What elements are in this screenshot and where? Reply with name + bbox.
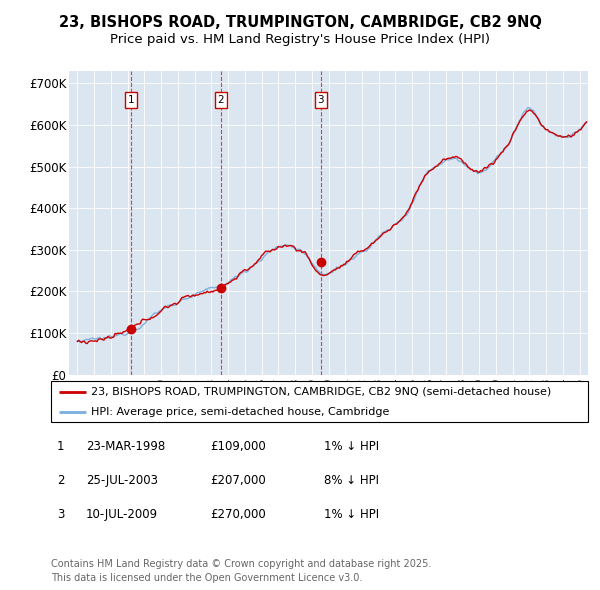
Text: £270,000: £270,000 [210,508,266,521]
Text: 2: 2 [57,474,65,487]
Text: £109,000: £109,000 [210,440,266,453]
Text: £207,000: £207,000 [210,474,266,487]
FancyBboxPatch shape [51,381,588,422]
Text: 1: 1 [57,440,65,453]
Text: 8% ↓ HPI: 8% ↓ HPI [324,474,379,487]
Text: 23, BISHOPS ROAD, TRUMPINGTON, CAMBRIDGE, CB2 9NQ: 23, BISHOPS ROAD, TRUMPINGTON, CAMBRIDGE… [59,15,541,30]
Text: 1: 1 [128,95,134,105]
Text: 2: 2 [217,95,224,105]
Text: 3: 3 [57,508,65,521]
Text: 3: 3 [317,95,324,105]
Text: HPI: Average price, semi-detached house, Cambridge: HPI: Average price, semi-detached house,… [91,407,389,417]
Text: 23-MAR-1998: 23-MAR-1998 [86,440,165,453]
Text: 23, BISHOPS ROAD, TRUMPINGTON, CAMBRIDGE, CB2 9NQ (semi-detached house): 23, BISHOPS ROAD, TRUMPINGTON, CAMBRIDGE… [91,386,551,396]
Text: Contains HM Land Registry data © Crown copyright and database right 2025.
This d: Contains HM Land Registry data © Crown c… [51,559,431,583]
Text: 25-JUL-2003: 25-JUL-2003 [86,474,158,487]
Text: 1% ↓ HPI: 1% ↓ HPI [324,440,379,453]
Text: 10-JUL-2009: 10-JUL-2009 [86,508,158,521]
Text: Price paid vs. HM Land Registry's House Price Index (HPI): Price paid vs. HM Land Registry's House … [110,33,490,46]
Text: 1% ↓ HPI: 1% ↓ HPI [324,508,379,521]
